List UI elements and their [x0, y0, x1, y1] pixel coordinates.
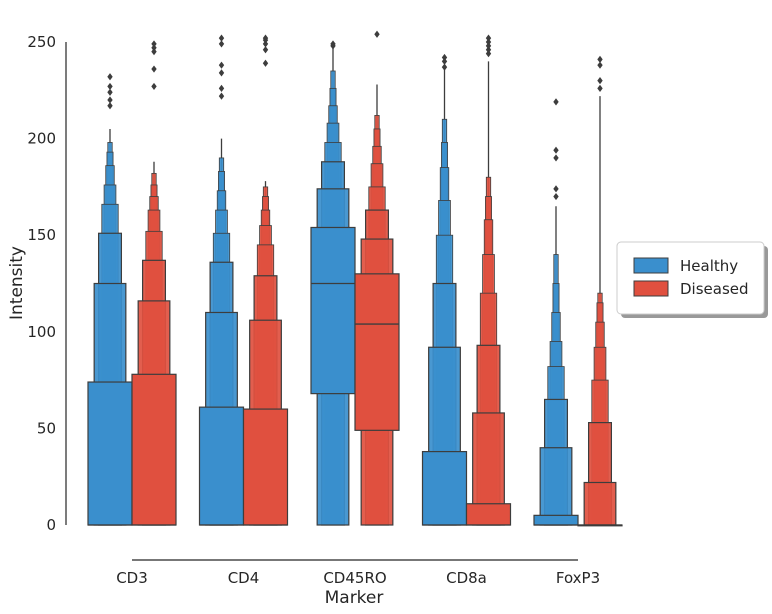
outlier-point — [485, 38, 492, 46]
outlier-point — [262, 59, 269, 67]
outlier-point — [218, 61, 225, 69]
boxen-diseased-cd3 — [131, 40, 177, 526]
outlier-point — [151, 40, 157, 48]
outlier-point — [441, 63, 448, 71]
boxen-diseased-cd4 — [242, 34, 289, 526]
outlier-point — [151, 44, 157, 52]
outlier-point — [485, 49, 492, 58]
outlier-point — [485, 42, 492, 50]
x-tick-label: CD45RO — [323, 569, 386, 587]
outlier-point — [107, 96, 113, 104]
legend-label-diseased: Diseased — [680, 280, 749, 298]
boxen-level-box — [354, 273, 400, 431]
outlier-point — [107, 73, 113, 81]
outlier-point — [553, 154, 559, 162]
boxen-level-box — [310, 226, 356, 395]
x-tick-label: FoxP3 — [556, 569, 600, 587]
outlier-point — [597, 84, 603, 92]
boxen-level-box — [198, 406, 245, 526]
y-axis: 0 50 100 150 200 250 — [27, 33, 67, 534]
outlier-point — [485, 46, 492, 54]
y-tick-label: 100 — [27, 323, 56, 341]
x-axis: CD3 CD4 CD45RO CD8a FoxP3 — [116, 559, 600, 587]
y-tick-label: 50 — [37, 419, 56, 437]
outlier-point — [218, 40, 225, 48]
y-tick-label: 200 — [27, 130, 56, 148]
outlier-point — [151, 65, 157, 73]
boxen-level-box — [87, 381, 133, 526]
boxen-level-box — [242, 408, 289, 526]
outlier-point — [597, 55, 603, 63]
outlier-point — [218, 69, 225, 77]
outlier-point — [441, 53, 448, 62]
y-tick-label: 250 — [27, 33, 56, 51]
boxen-level-box — [533, 514, 579, 526]
y-axis-title: Intensity — [7, 246, 27, 320]
outlier-point — [151, 82, 157, 91]
outlier-point — [553, 146, 559, 154]
outlier-point — [441, 57, 448, 65]
boxen-diseased-cd8a — [465, 34, 512, 526]
outlier-point — [218, 84, 225, 92]
outlier-point — [330, 40, 336, 48]
outlier-point — [107, 82, 113, 91]
boxen-level-box — [539, 447, 573, 526]
outlier-point — [218, 34, 225, 42]
legend: Healthy Diseased — [616, 241, 768, 318]
legend-swatch-diseased — [633, 280, 669, 297]
outlier-point — [107, 102, 113, 110]
outlier-point — [218, 92, 225, 100]
boxen-healthy-cd4 — [198, 34, 245, 526]
outlier-point — [107, 88, 113, 96]
boxen-level-box — [131, 373, 177, 526]
outlier-point — [553, 192, 559, 201]
outlier-point — [374, 30, 380, 38]
outlier-point — [597, 61, 603, 69]
legend-swatch-healthy — [633, 257, 669, 274]
outlier-point — [262, 46, 269, 54]
boxen-level-box — [583, 481, 617, 526]
boxen-diseased-cd45ro — [354, 30, 400, 526]
legend-label-healthy: Healthy — [680, 257, 738, 275]
legend-frame — [616, 241, 765, 315]
x-axis-title: Marker — [325, 588, 384, 608]
outlier-point — [262, 40, 269, 48]
boxen-diseased-foxp3 — [577, 55, 623, 527]
y-tick-label: 150 — [27, 226, 56, 244]
plot-area — [87, 30, 623, 527]
outlier-point — [485, 34, 492, 42]
x-tick-label: CD4 — [228, 569, 260, 587]
outlier-point — [597, 77, 603, 85]
outlier-point — [262, 34, 269, 42]
y-tick-label: 0 — [46, 516, 56, 534]
x-tick-label: CD3 — [116, 569, 148, 587]
boxen-healthy-cd3 — [87, 73, 133, 526]
boxen-level-box — [421, 450, 468, 526]
boxen-level-box — [465, 503, 512, 526]
x-tick-label: CD8a — [446, 569, 487, 587]
boxen-healthy-cd45ro — [310, 40, 356, 526]
boxen-healthy-foxp3 — [533, 98, 579, 526]
outlier-point — [553, 185, 559, 193]
outlier-point — [151, 48, 157, 56]
outlier-point — [553, 98, 559, 106]
boxen-healthy-cd8a — [421, 53, 468, 526]
